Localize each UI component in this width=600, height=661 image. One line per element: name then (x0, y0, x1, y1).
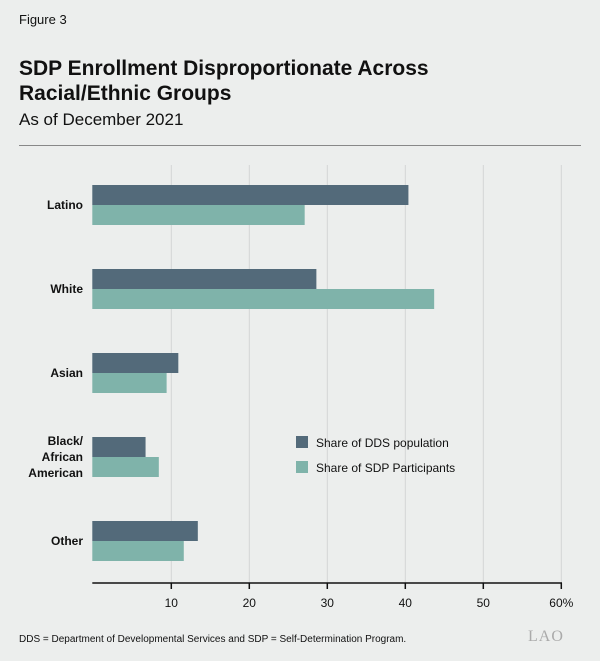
chart-title: SDP Enrollment Disproportionate Across R… (19, 57, 429, 105)
figure-label: Figure 3 (19, 12, 67, 27)
x-tick-label: 50 (477, 596, 491, 610)
bar-sdp (92, 541, 184, 561)
bar-dds (92, 353, 179, 373)
category-label: Black/African American (28, 434, 83, 480)
x-tick-label: 60% (549, 596, 573, 610)
category-label: Other (51, 534, 83, 548)
x-tick-label: 10 (165, 596, 179, 610)
bar-dds (92, 185, 409, 205)
bar-dds (92, 521, 198, 541)
legend-label: Share of SDP Participants (316, 461, 455, 475)
bar-dds (92, 437, 146, 457)
bar-sdp (92, 457, 159, 477)
chart-subtitle: As of December 2021 (19, 110, 184, 129)
footnote: DDS = Department of Developmental Servic… (19, 634, 407, 645)
category-label: White (50, 282, 83, 296)
legend-swatch (296, 461, 308, 473)
bar-sdp (92, 289, 435, 309)
divider (19, 145, 581, 146)
bar-sdp (92, 373, 167, 393)
legend-label: Share of DDS population (316, 436, 449, 450)
bar-sdp (92, 205, 305, 225)
x-tick-label: 40 (399, 596, 413, 610)
x-tick-label: 30 (321, 596, 335, 610)
legend-swatch (296, 436, 308, 448)
category-label: Latino (47, 198, 83, 212)
bar-dds (92, 269, 317, 289)
category-label: Asian (50, 366, 83, 380)
lao-logo: LAO (528, 628, 564, 645)
x-tick-label: 20 (243, 596, 257, 610)
